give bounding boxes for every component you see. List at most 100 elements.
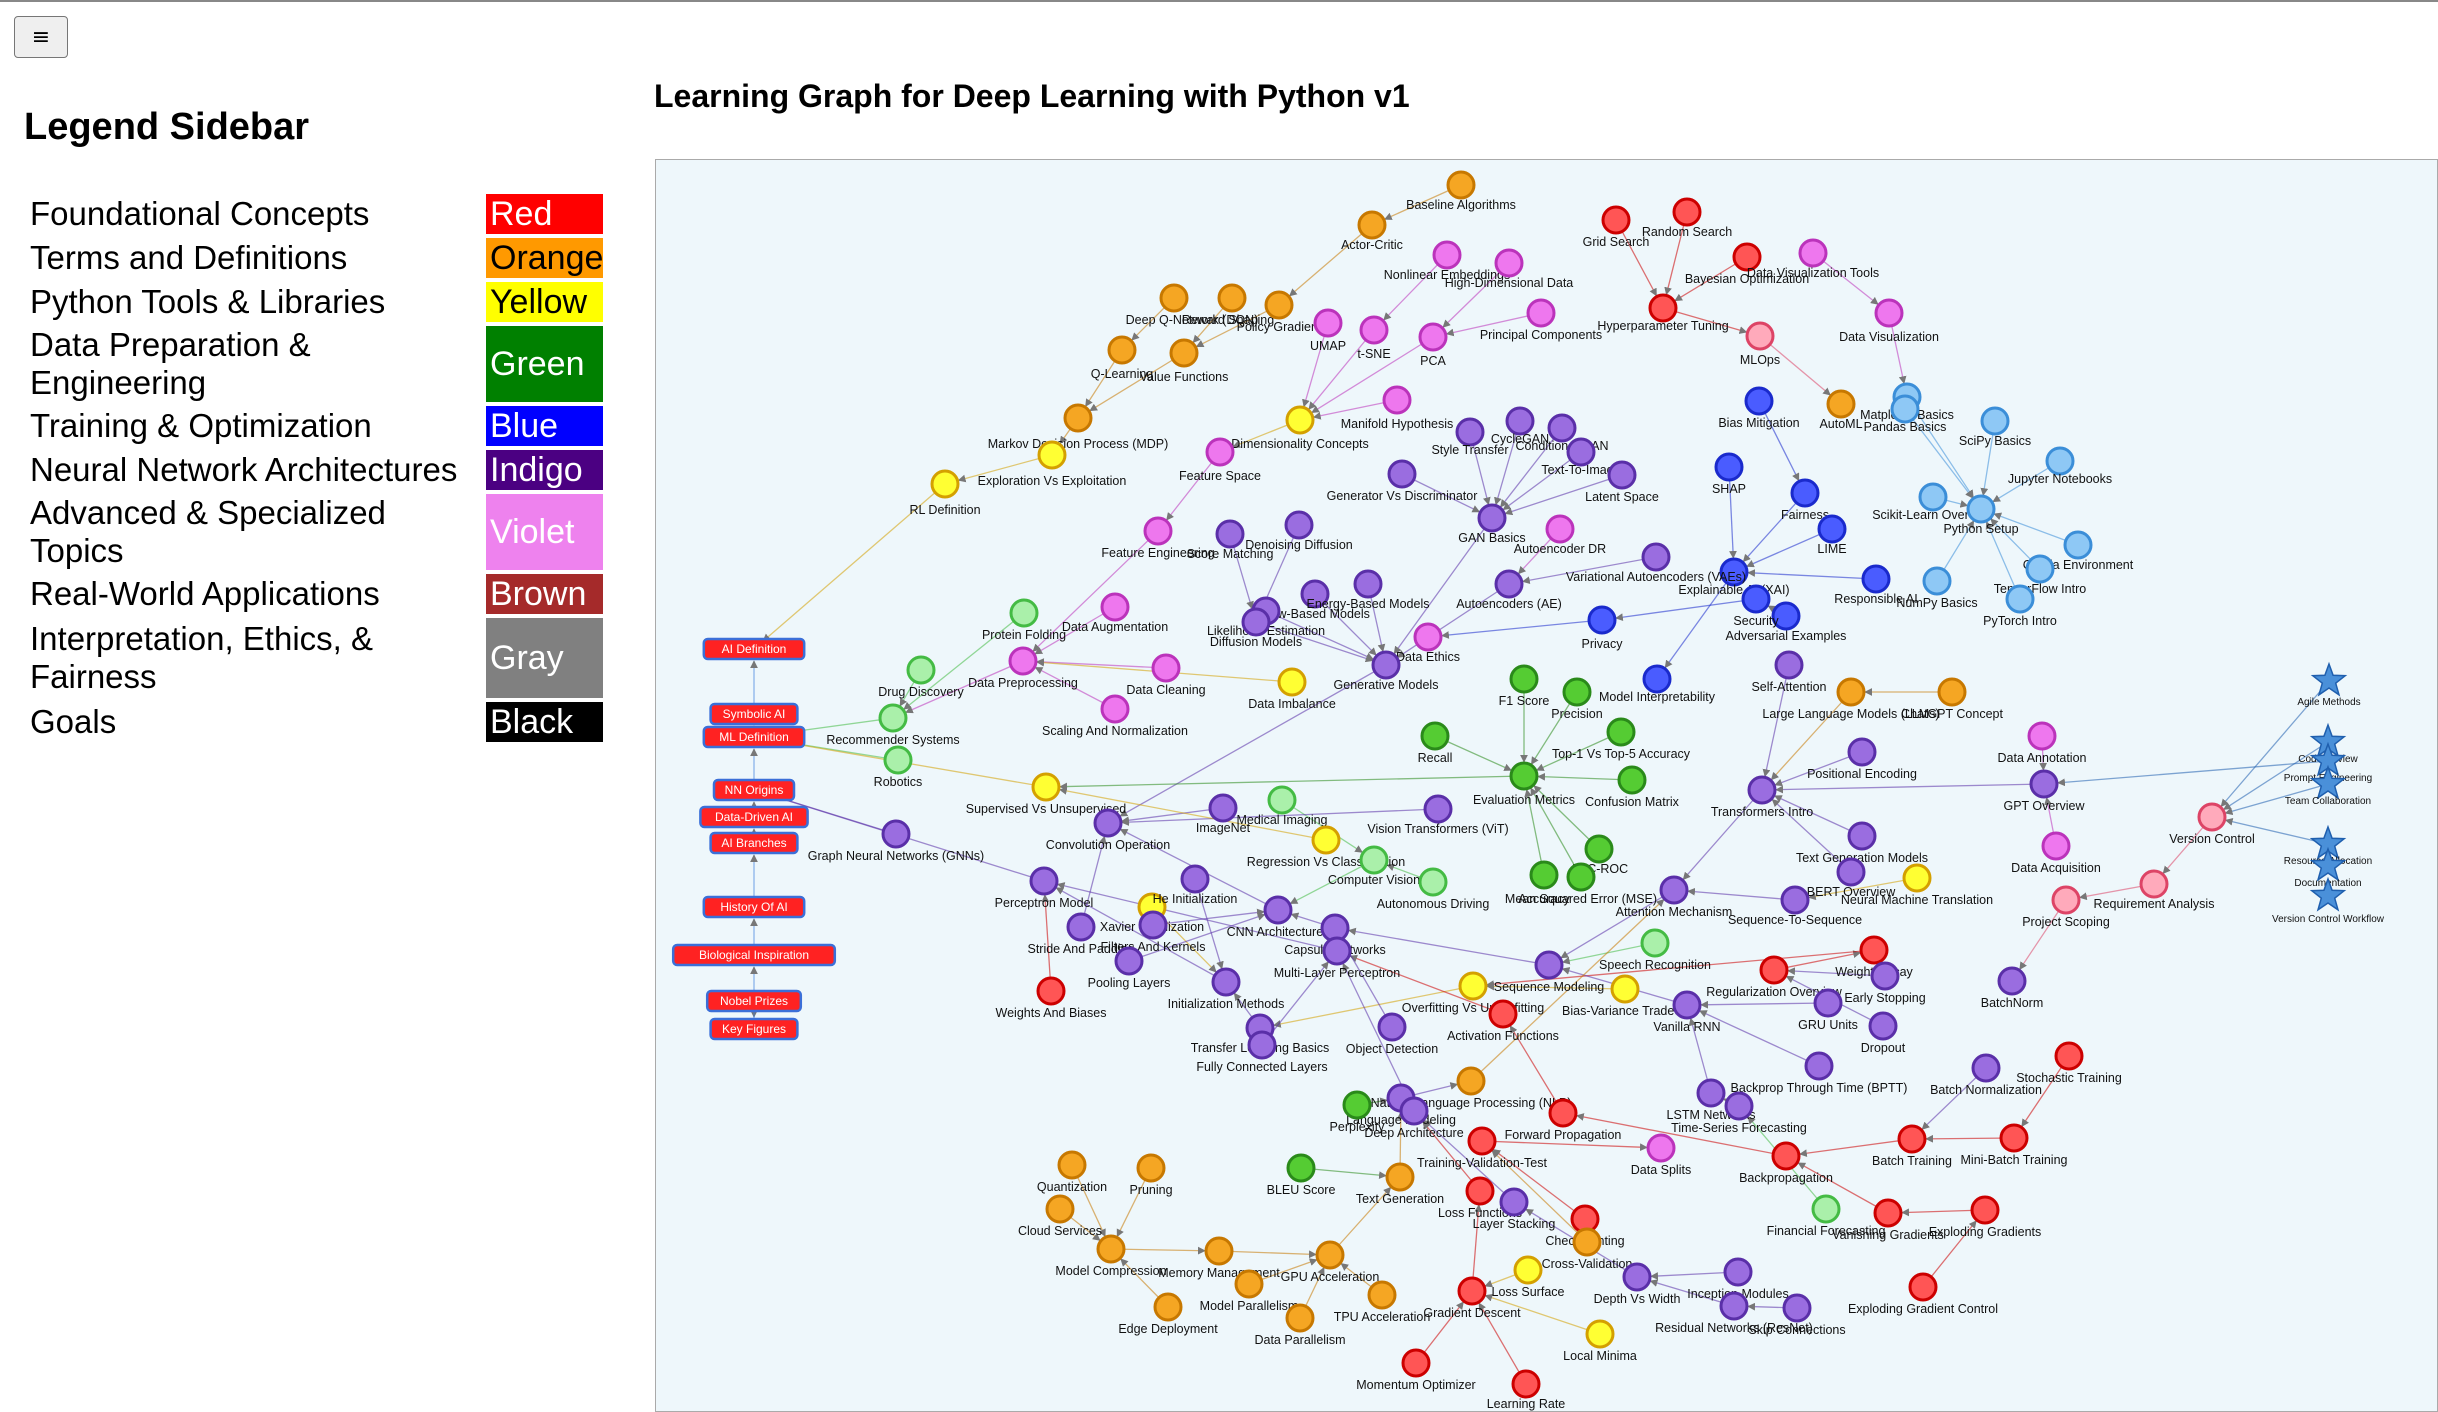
node-circle[interactable] <box>1063 403 1093 433</box>
node-circle[interactable] <box>1159 283 1189 313</box>
node-circle[interactable] <box>1096 1234 1126 1264</box>
node-circle[interactable] <box>1696 1078 1726 1108</box>
node-circle[interactable] <box>1371 650 1401 680</box>
node-circle[interactable] <box>1971 1053 2001 1083</box>
node-circle[interactable] <box>1587 605 1617 635</box>
graph-node[interactable]: Variational Autoencoders (VAEs) <box>1566 542 1746 584</box>
node-circle[interactable] <box>1873 1198 1903 1228</box>
graph-node[interactable]: Data Cleaning <box>1126 653 1206 697</box>
node-circle[interactable] <box>1771 601 1801 631</box>
node-circle[interactable] <box>1387 459 1417 489</box>
node-circle[interactable] <box>1509 761 1539 791</box>
node-circle[interactable] <box>1285 1303 1315 1333</box>
node-circle[interactable] <box>2029 769 2059 799</box>
node-circle[interactable] <box>1584 834 1614 864</box>
node-circle[interactable] <box>1572 1227 1602 1257</box>
node-circle[interactable] <box>1456 1066 1486 1096</box>
node-circle[interactable] <box>1509 664 1539 694</box>
graph-node[interactable]: Backpropagation <box>1739 1141 1833 1185</box>
graph-node[interactable]: Manifold Hypothesis <box>1341 385 1454 431</box>
node-circle[interactable] <box>2139 869 2169 899</box>
graph-node[interactable]: Self-Attention <box>1751 650 1827 694</box>
node-circle[interactable] <box>1922 566 1952 596</box>
graph-node[interactable]: Regularization Overview <box>1706 955 1843 999</box>
node-circle[interactable] <box>1641 542 1671 572</box>
node-circle[interactable] <box>1640 928 1670 958</box>
graph-node[interactable]: Batch Training <box>1872 1124 1952 1168</box>
node-circle[interactable] <box>1377 1012 1407 1042</box>
node-circle[interactable] <box>1458 971 1488 1001</box>
node-circle[interactable] <box>1467 1126 1497 1156</box>
node-circle[interactable] <box>1008 646 1038 676</box>
node-circle[interactable] <box>1744 386 1774 416</box>
graph-node[interactable]: Medical Imaging <box>1236 785 1328 827</box>
node-circle[interactable] <box>1031 772 1061 802</box>
node-circle[interactable] <box>1234 1269 1264 1299</box>
node-circle[interactable] <box>2025 554 2055 584</box>
graph-node[interactable]: Early Stopping <box>1844 961 1926 1005</box>
graph-node[interactable]: Generator Vs Discriminator <box>1327 459 1478 503</box>
graph-node[interactable]: Scaling And Normalization <box>1042 694 1188 738</box>
node-circle[interactable] <box>906 655 936 685</box>
node-circle[interactable] <box>1861 564 1891 594</box>
node-circle[interactable] <box>1745 321 1775 351</box>
graph-node[interactable]: Recall <box>1418 721 1453 765</box>
graph-node[interactable]: Autoencoder DR <box>1514 514 1606 556</box>
graph-node[interactable]: Bayesian Optimization <box>1685 242 1809 286</box>
graph-node[interactable]: Bias Mitigation <box>1718 386 1800 430</box>
graph-node[interactable]: Style Transfer <box>1431 417 1509 457</box>
graph-node[interactable]: Perceptron Model <box>995 866 1094 910</box>
graph-node[interactable]: Positional Encoding <box>1807 737 1917 781</box>
graph-node[interactable]: CNN Architectures <box>1227 895 1330 939</box>
node-circle[interactable] <box>1215 519 1245 549</box>
graph-node[interactable]: Sequence-To-Sequence <box>1728 885 1862 927</box>
node-circle[interactable] <box>1143 516 1173 546</box>
node-circle[interactable] <box>1648 293 1678 323</box>
menu-toggle-button[interactable]: ≡ <box>14 16 68 58</box>
graph-node[interactable]: Security <box>1733 584 1779 628</box>
graph-node[interactable]: Latent Space <box>1585 460 1659 504</box>
node-circle[interactable] <box>1723 1257 1753 1287</box>
node-circle[interactable] <box>1204 1236 1234 1266</box>
node-circle[interactable] <box>1153 1292 1183 1322</box>
node-circle[interactable] <box>1066 912 1096 942</box>
node-circle[interactable] <box>1566 862 1596 892</box>
node-circle[interactable] <box>1868 1011 1898 1041</box>
node-circle[interactable] <box>1385 1162 1415 1192</box>
node-circle[interactable] <box>1465 1176 1495 1206</box>
graph-node[interactable]: BatchNorm <box>1981 966 2044 1010</box>
node-circle[interactable] <box>1029 866 1059 896</box>
graph-node[interactable]: Multi-Layer Perceptron <box>1274 936 1400 980</box>
node-circle[interactable] <box>1477 503 1507 533</box>
graph-node[interactable]: Computer Vision <box>1328 845 1420 887</box>
node-circle[interactable] <box>1759 955 1789 985</box>
graph-node[interactable]: Feature Space <box>1179 437 1261 483</box>
node-circle[interactable] <box>1897 1124 1927 1154</box>
node-circle[interactable] <box>1719 557 1749 587</box>
node-circle[interactable] <box>1494 569 1524 599</box>
graph-node[interactable]: Batch Normalization <box>1930 1053 2042 1097</box>
graph-node[interactable]: Model Interpretability <box>1599 664 1716 704</box>
node-circle[interactable] <box>1322 936 1352 966</box>
node-circle[interactable] <box>1908 1272 1938 1302</box>
graph-node[interactable]: Neural Machine Translation <box>1841 863 1993 907</box>
box-node-rect[interactable] <box>712 778 796 802</box>
node-circle[interactable] <box>1672 197 1702 227</box>
graph-node[interactable]: Gradient Descent <box>1423 1276 1521 1320</box>
node-circle[interactable] <box>1241 607 1271 637</box>
node-circle[interactable] <box>881 819 911 849</box>
graph-node[interactable]: Model Compression <box>1055 1234 1167 1278</box>
node-circle[interactable] <box>1284 510 1314 540</box>
graph-node[interactable]: Initialization Methods <box>1168 967 1285 1011</box>
node-circle[interactable] <box>1151 653 1181 683</box>
node-circle[interactable] <box>1847 821 1877 851</box>
node-circle[interactable] <box>1413 622 1443 652</box>
node-circle[interactable] <box>1511 1369 1541 1399</box>
box-node-rect[interactable] <box>702 637 806 661</box>
node-circle[interactable] <box>1446 170 1476 200</box>
graph-node[interactable]: Loss Functions <box>1438 1176 1522 1220</box>
graph-node[interactable]: Responsible AI <box>1834 564 1918 606</box>
graph-node[interactable]: SciPy Basics <box>1959 406 2031 448</box>
node-circle[interactable] <box>1774 650 1804 680</box>
graph-node[interactable]: Deep Architecture <box>1364 1096 1464 1140</box>
